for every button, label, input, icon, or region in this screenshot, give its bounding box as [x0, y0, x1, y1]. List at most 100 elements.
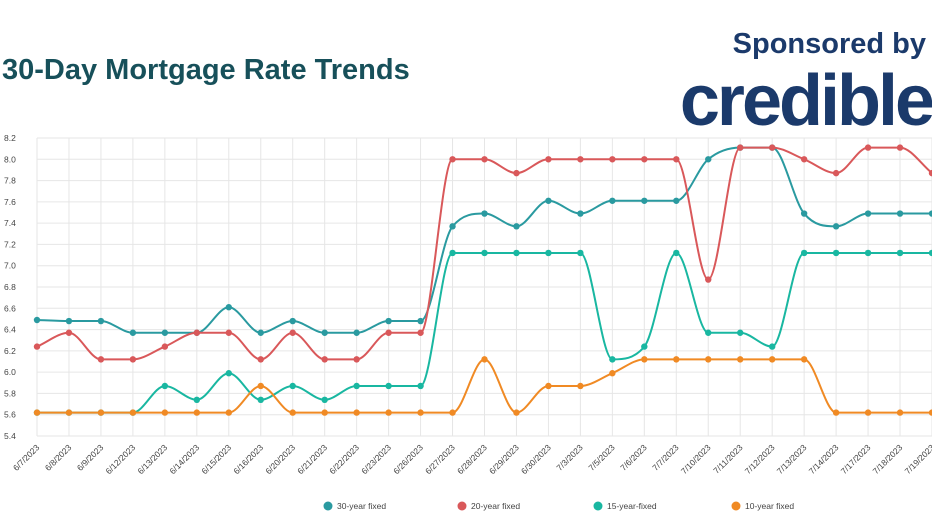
legend-label: 30-year fixed [337, 501, 386, 511]
data-point-30-year-fixed [481, 210, 488, 217]
x-tick-label: 6/16/2023 [231, 442, 265, 476]
data-point-15-year-fixed [673, 249, 680, 257]
y-tick-label: 8.0 [4, 154, 16, 164]
data-point-15-year-fixed [641, 343, 648, 350]
data-point-15-year-fixed [481, 249, 488, 257]
data-point-30-year-fixed [513, 223, 520, 230]
data-point-15-year-fixed [353, 382, 360, 390]
data-point-30-year-fixed [832, 223, 840, 230]
legend-marker [323, 501, 333, 511]
legend-item: 10-year fixed [731, 501, 794, 511]
x-tick-label: 6/9/2023 [75, 442, 106, 473]
x-tick-label: 6/27/2023 [423, 442, 457, 476]
data-point-30-year-fixed [705, 156, 712, 163]
data-point-20-year-fixed [577, 156, 584, 163]
data-point-20-year-fixed [289, 329, 296, 336]
data-point-10-year-fixed [513, 409, 520, 416]
series-layer [33, 144, 932, 416]
data-point-10-year-fixed [864, 409, 872, 416]
data-point-15-year-fixed [161, 382, 169, 390]
sponsor-text: Sponsored by [732, 28, 926, 60]
data-point-10-year-fixed [161, 409, 169, 416]
y-tick-label: 6.8 [4, 282, 16, 292]
x-tick-label: 7/19/2023 [903, 442, 932, 476]
y-tick-label: 7.0 [4, 261, 16, 271]
data-point-15-year-fixed [609, 356, 616, 363]
data-point-30-year-fixed [289, 317, 296, 325]
data-point-10-year-fixed [385, 409, 392, 416]
data-point-20-year-fixed [353, 356, 360, 363]
y-tick-label: 8.2 [4, 133, 16, 143]
y-tick-label: 6.0 [4, 367, 16, 377]
x-tick-label: 7/17/2023 [839, 442, 873, 476]
data-point-30-year-fixed [129, 329, 137, 336]
x-tick-label: 6/26/2023 [391, 442, 425, 476]
x-tick-label: 6/15/2023 [199, 442, 233, 476]
data-point-10-year-fixed [257, 382, 264, 390]
data-point-30-year-fixed [321, 329, 328, 336]
data-point-30-year-fixed [545, 197, 552, 204]
data-point-20-year-fixed [161, 343, 169, 350]
y-tick-label: 7.2 [4, 239, 16, 249]
data-point-10-year-fixed [609, 370, 616, 377]
x-tick-label: 6/7/2023 [11, 442, 42, 473]
data-point-30-year-fixed [896, 210, 904, 217]
data-point-15-year-fixed [928, 249, 932, 257]
data-point-20-year-fixed [513, 169, 520, 177]
data-point-10-year-fixed [33, 409, 41, 416]
x-tick-label: 6/29/2023 [487, 442, 521, 476]
x-tick-label: 6/20/2023 [263, 442, 297, 476]
data-point-10-year-fixed [289, 409, 296, 416]
x-tick-label: 7/12/2023 [743, 442, 777, 476]
data-point-20-year-fixed [33, 343, 41, 350]
data-point-10-year-fixed [225, 409, 232, 416]
data-point-30-year-fixed [928, 210, 932, 217]
data-point-20-year-fixed [705, 276, 712, 283]
y-tick-label: 6.6 [4, 303, 16, 313]
x-tick-label: 6/21/2023 [295, 442, 329, 476]
data-point-10-year-fixed [928, 409, 932, 416]
data-point-20-year-fixed [193, 329, 201, 336]
data-point-20-year-fixed [225, 329, 232, 336]
x-tick-label: 7/14/2023 [807, 442, 841, 476]
data-point-30-year-fixed [225, 304, 232, 311]
data-point-10-year-fixed [673, 356, 680, 363]
data-point-30-year-fixed [577, 210, 584, 217]
data-point-10-year-fixed [832, 409, 840, 416]
data-point-20-year-fixed [737, 144, 744, 151]
data-point-30-year-fixed [609, 197, 616, 204]
data-point-15-year-fixed [513, 249, 520, 257]
data-point-15-year-fixed [417, 382, 424, 390]
data-point-20-year-fixed [800, 156, 808, 163]
data-point-20-year-fixed [449, 156, 456, 163]
data-point-10-year-fixed [705, 356, 712, 363]
x-tick-label: 7/5/2023 [586, 442, 617, 473]
data-point-15-year-fixed [737, 329, 744, 336]
data-point-15-year-fixed [832, 249, 840, 257]
legend-marker [457, 501, 467, 511]
series-30-year-fixed [33, 144, 932, 336]
data-point-20-year-fixed [673, 156, 680, 163]
data-point-10-year-fixed [577, 382, 584, 390]
data-point-20-year-fixed [481, 156, 488, 163]
data-point-15-year-fixed [257, 396, 264, 404]
data-point-30-year-fixed [864, 210, 872, 217]
y-tick-label: 5.4 [4, 431, 16, 441]
data-point-15-year-fixed [577, 249, 584, 257]
data-point-30-year-fixed [33, 316, 41, 324]
legend-label: 15-year-fixed [607, 501, 657, 511]
data-point-20-year-fixed [129, 356, 137, 363]
x-tick-label: 6/8/2023 [43, 442, 74, 473]
data-point-30-year-fixed [641, 197, 648, 204]
page-title: 30-Day Mortgage Rate Trends [2, 54, 410, 86]
x-tick-label: 7/11/2023 [711, 442, 745, 476]
data-point-10-year-fixed [896, 409, 904, 416]
data-point-10-year-fixed [641, 356, 648, 363]
x-tick-label: 7/10/2023 [679, 442, 713, 476]
data-point-15-year-fixed [864, 249, 872, 257]
data-point-15-year-fixed [385, 382, 392, 390]
y-tick-label: 7.8 [4, 176, 16, 186]
data-point-30-year-fixed [65, 317, 73, 325]
legend-item: 20-year fixed [457, 501, 520, 511]
data-point-10-year-fixed [545, 382, 552, 390]
